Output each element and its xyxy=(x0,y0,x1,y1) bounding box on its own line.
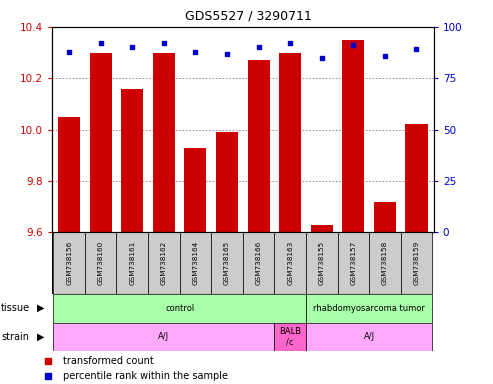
Bar xyxy=(369,232,401,294)
Bar xyxy=(275,232,306,294)
Text: GSM738160: GSM738160 xyxy=(98,241,104,285)
Bar xyxy=(401,232,432,294)
Bar xyxy=(311,225,333,232)
Bar xyxy=(275,323,306,351)
Text: A/J: A/J xyxy=(363,333,375,341)
Bar xyxy=(279,53,301,232)
Bar xyxy=(85,232,116,294)
Text: rhabdomyosarcoma tumor: rhabdomyosarcoma tumor xyxy=(313,304,425,313)
Text: GSM738164: GSM738164 xyxy=(192,241,199,285)
Bar xyxy=(53,294,306,323)
Text: BALB
/c: BALB /c xyxy=(279,327,301,347)
Bar xyxy=(342,40,364,232)
Bar xyxy=(58,117,80,232)
Bar xyxy=(306,232,338,294)
Text: GSM738165: GSM738165 xyxy=(224,241,230,285)
Text: GDS5527 / 3290711: GDS5527 / 3290711 xyxy=(185,10,313,23)
Bar xyxy=(148,232,179,294)
Text: GSM738166: GSM738166 xyxy=(255,241,262,285)
Text: percentile rank within the sample: percentile rank within the sample xyxy=(63,371,228,381)
Text: A/J: A/J xyxy=(158,333,170,341)
Bar xyxy=(405,124,427,232)
Bar xyxy=(338,232,369,294)
Text: GSM738161: GSM738161 xyxy=(129,241,135,285)
Bar xyxy=(53,232,85,294)
Bar xyxy=(306,294,432,323)
Bar xyxy=(53,323,275,351)
Text: GSM738155: GSM738155 xyxy=(319,241,325,285)
Text: GSM738156: GSM738156 xyxy=(66,241,72,285)
Bar xyxy=(179,232,211,294)
Text: GSM738159: GSM738159 xyxy=(414,241,420,285)
Text: GSM738157: GSM738157 xyxy=(351,241,356,285)
Text: GSM738158: GSM738158 xyxy=(382,241,388,285)
Bar xyxy=(90,53,112,232)
Text: GSM738163: GSM738163 xyxy=(287,241,293,285)
Bar xyxy=(306,323,432,351)
Text: GSM738162: GSM738162 xyxy=(161,241,167,285)
Bar xyxy=(374,202,396,232)
Text: strain: strain xyxy=(1,332,29,342)
Bar xyxy=(153,53,175,232)
Text: transformed count: transformed count xyxy=(63,356,154,366)
Bar xyxy=(121,89,143,232)
Text: control: control xyxy=(165,304,194,313)
Text: ▶: ▶ xyxy=(36,332,44,342)
Bar xyxy=(184,147,207,232)
Text: ▶: ▶ xyxy=(36,303,44,313)
Text: tissue: tissue xyxy=(1,303,30,313)
Bar xyxy=(216,132,238,232)
Bar xyxy=(211,232,243,294)
Bar xyxy=(116,232,148,294)
Bar xyxy=(247,60,270,232)
Bar xyxy=(243,232,275,294)
